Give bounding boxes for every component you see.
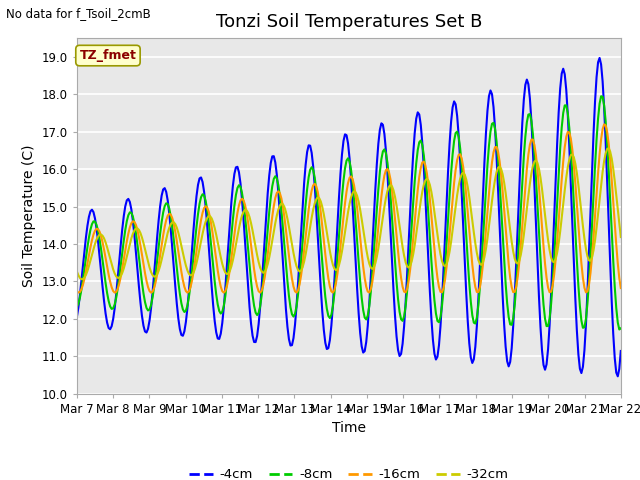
Text: No data for f_Tsoil_2cmB: No data for f_Tsoil_2cmB: [6, 7, 151, 20]
X-axis label: Time: Time: [332, 421, 366, 435]
Text: TZ_fmet: TZ_fmet: [79, 49, 136, 62]
Y-axis label: Soil Temperature (C): Soil Temperature (C): [22, 145, 36, 287]
Legend: -4cm, -8cm, -16cm, -32cm: -4cm, -8cm, -16cm, -32cm: [184, 463, 514, 480]
Title: Tonzi Soil Temperatures Set B: Tonzi Soil Temperatures Set B: [216, 13, 482, 31]
